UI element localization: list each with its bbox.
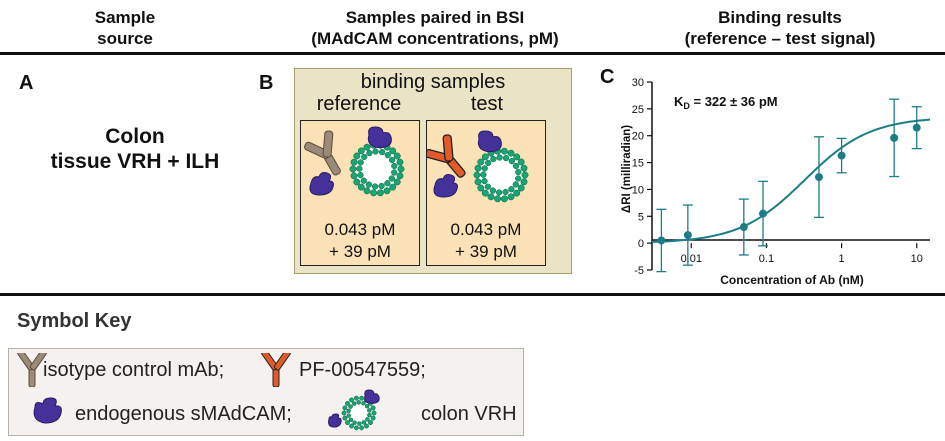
bound-smadcam-icon (367, 126, 392, 149)
y-tick-label: 0 (638, 238, 644, 250)
y-tick-label: 30 (632, 77, 644, 89)
panel-c-letter: C (600, 66, 615, 88)
header-divider (0, 52, 945, 55)
y-axis-label: ΔRI (milliradian) (621, 125, 633, 213)
panel-b-reference-label: reference (316, 93, 402, 115)
panel-a-letter: A (19, 72, 34, 94)
panel-b-title: binding samples (360, 71, 506, 93)
y-tick-label: 20 (632, 131, 644, 143)
data-point (683, 231, 692, 240)
isotype-antibody-icon (304, 130, 341, 176)
isotype-key-label: isotype control mAb; (43, 359, 225, 381)
header-binding-results-line2: (reference – test signal) (684, 29, 876, 48)
data-point (837, 151, 846, 160)
y-tick-label: 25 (632, 104, 644, 116)
data-point (759, 209, 768, 218)
x-axis-label: Concentration of Ab (nM) (720, 273, 864, 287)
binding-curve-chart: -5 0 5 10 15 20 25 30 0.01 0.1 1 10 KD = 322 ± 36 … (621, 77, 931, 287)
vrh-key-label: colon VRH (421, 403, 517, 425)
pf-antibody-icon (427, 134, 466, 178)
test-sample-box: 0.043 pM + 39 pM (426, 120, 546, 266)
fit-curve (651, 118, 931, 243)
y-tick-label: 5 (638, 211, 644, 223)
header-sample-source-line1: Sample (94, 8, 156, 27)
symbol-key-title: Symbol Key (17, 310, 132, 332)
pf-key-label: PF-00547559; (299, 359, 426, 381)
header-binding-results: Binding results (reference – test signal… (640, 7, 920, 49)
data-point (814, 173, 823, 182)
y-tick-label: 10 (632, 184, 644, 196)
vesicle-icon (473, 147, 529, 203)
test-conc: 0.043 pM + 39 pM (427, 219, 545, 263)
data-point (739, 223, 748, 232)
header-sample-source: Sample source (60, 7, 190, 49)
pf-key-icon (261, 353, 291, 387)
panel-a-line2: tissue VRH + ILH (50, 150, 220, 173)
reference-conc: 0.043 pM + 39 pM (301, 219, 419, 263)
kd-label: KD = 322 ± 36 pM (674, 94, 778, 111)
reference-sample-illustration (304, 126, 405, 197)
data-point (912, 123, 921, 132)
header-samples-paired-line2: (MAdCAM concentrations, pM) (311, 29, 559, 48)
vrh-key-icon (328, 389, 380, 431)
y-tick-label: 15 (632, 158, 644, 170)
panel-a-line1: Colon (105, 125, 165, 148)
data-point (657, 236, 666, 245)
panel-b-box: binding samples reference test 0.043 pM … (294, 68, 572, 274)
key-divider (0, 293, 945, 296)
test-conc-line2: + 39 pM (455, 242, 517, 261)
panel-b-letter: B (259, 72, 274, 94)
symbol-key-box: isotype control mAb; PF-00547559; endoge… (8, 348, 524, 436)
header-samples-paired: Samples paired in BSI (MAdCAM concentrat… (270, 7, 600, 49)
x-tick-label: 10 (911, 253, 923, 265)
reference-conc-line2: + 39 pM (329, 242, 391, 261)
vesicle-icon (349, 141, 405, 197)
header-samples-paired-line1: Samples paired in BSI (345, 8, 525, 27)
smadcam-key-label: endogenous sMAdCAM; (75, 403, 292, 425)
smadcam-key-icon (33, 397, 62, 424)
x-tick-label: 0.01 (681, 253, 702, 265)
bound-smadcam-icon (477, 130, 502, 153)
smadcam-icon (309, 172, 334, 196)
x-tick-label: 1 (839, 253, 845, 265)
smadcam-icon (433, 174, 458, 198)
data-point (890, 133, 899, 142)
header-binding-results-line1: Binding results (718, 8, 842, 27)
reference-sample-box: 0.043 pM + 39 pM (300, 120, 420, 266)
isotype-key-icon (17, 353, 47, 387)
reference-conc-line1: 0.043 pM (324, 220, 396, 239)
test-conc-line1: 0.043 pM (450, 220, 522, 239)
header-sample-source-line2: source (97, 29, 153, 48)
panel-b-test-label: test (470, 93, 504, 115)
y-tick-label: -5 (634, 265, 644, 277)
test-sample-illustration (427, 130, 529, 203)
x-tick-label: 0.1 (759, 253, 774, 265)
panel-a-sample-label: Colon tissue VRH + ILH (20, 124, 250, 174)
